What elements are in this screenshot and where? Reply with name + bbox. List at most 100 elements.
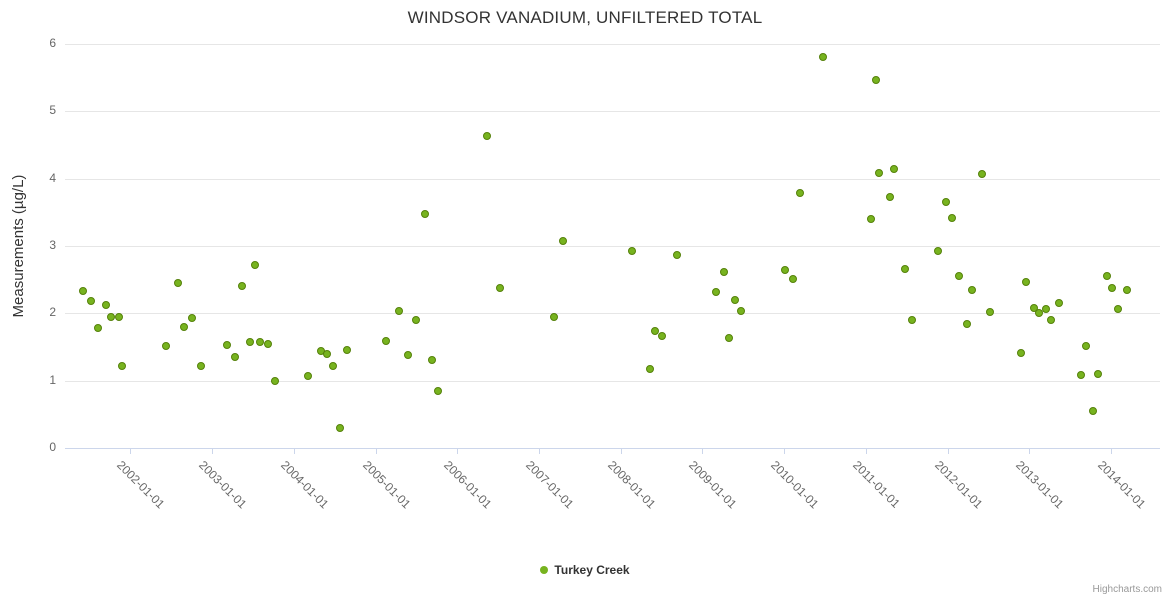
data-point[interactable] bbox=[323, 349, 332, 358]
x-axis-line bbox=[65, 448, 1160, 449]
data-point[interactable] bbox=[395, 306, 404, 315]
x-tick-label: 2009-01-01 bbox=[686, 458, 740, 512]
data-point[interactable] bbox=[101, 301, 110, 310]
data-point[interactable] bbox=[789, 274, 798, 283]
data-point[interactable] bbox=[87, 297, 96, 306]
data-point[interactable] bbox=[736, 306, 745, 315]
data-point[interactable] bbox=[114, 313, 123, 322]
data-point[interactable] bbox=[963, 320, 972, 329]
data-point[interactable] bbox=[941, 198, 950, 207]
data-point[interactable] bbox=[93, 324, 102, 333]
data-point[interactable] bbox=[434, 386, 443, 395]
data-point[interactable] bbox=[161, 342, 170, 351]
data-point[interactable] bbox=[977, 169, 986, 178]
x-tick-mark bbox=[457, 448, 459, 454]
data-point[interactable] bbox=[188, 314, 197, 323]
y-tick-label: 5 bbox=[49, 103, 56, 118]
data-point[interactable] bbox=[482, 132, 491, 141]
data-point[interactable] bbox=[78, 287, 87, 296]
data-point[interactable] bbox=[725, 333, 734, 342]
data-point[interactable] bbox=[1102, 272, 1111, 281]
data-point[interactable] bbox=[1021, 278, 1030, 287]
data-point[interactable] bbox=[1107, 284, 1116, 293]
data-point[interactable] bbox=[1041, 304, 1050, 313]
data-point[interactable] bbox=[559, 237, 568, 246]
data-point[interactable] bbox=[1113, 304, 1122, 313]
data-point[interactable] bbox=[872, 75, 881, 84]
data-point[interactable] bbox=[1030, 303, 1039, 312]
data-point[interactable] bbox=[264, 339, 273, 348]
data-point[interactable] bbox=[1035, 308, 1044, 317]
data-point[interactable] bbox=[1054, 299, 1063, 308]
data-point[interactable] bbox=[106, 312, 115, 321]
data-point[interactable] bbox=[1088, 406, 1097, 415]
data-point[interactable] bbox=[245, 338, 254, 347]
data-point[interactable] bbox=[329, 361, 338, 370]
x-tick-label: 2008-01-01 bbox=[604, 458, 659, 512]
gridline bbox=[65, 178, 1160, 180]
data-point[interactable] bbox=[411, 316, 420, 325]
data-point[interactable] bbox=[948, 213, 957, 222]
x-tick-label: 2010-01-01 bbox=[768, 458, 822, 512]
data-point[interactable] bbox=[795, 189, 804, 198]
data-point[interactable] bbox=[1123, 285, 1132, 294]
data-point[interactable] bbox=[404, 351, 413, 360]
data-point[interactable] bbox=[712, 288, 721, 297]
data-point[interactable] bbox=[908, 316, 917, 325]
chart-title: WINDSOR VANADIUM, UNFILTERED TOTAL bbox=[407, 8, 763, 27]
data-point[interactable] bbox=[382, 336, 391, 345]
data-point[interactable] bbox=[118, 361, 127, 370]
data-point[interactable] bbox=[1076, 371, 1085, 380]
data-point[interactable] bbox=[1081, 342, 1090, 351]
data-point[interactable] bbox=[933, 246, 942, 255]
data-point[interactable] bbox=[256, 338, 265, 347]
data-point[interactable] bbox=[874, 168, 883, 177]
data-point[interactable] bbox=[731, 295, 740, 304]
data-point[interactable] bbox=[271, 376, 279, 385]
data-point[interactable] bbox=[336, 424, 345, 433]
x-tick-mark bbox=[702, 448, 704, 454]
data-point[interactable] bbox=[866, 215, 875, 224]
data-point[interactable] bbox=[421, 209, 430, 218]
y-tick-label: 3 bbox=[49, 238, 56, 252]
data-point[interactable] bbox=[889, 164, 898, 173]
x-tick-mark bbox=[620, 448, 622, 454]
data-point[interactable] bbox=[986, 307, 995, 316]
data-point[interactable] bbox=[1093, 369, 1102, 378]
x-tick-mark bbox=[538, 448, 540, 454]
data-point[interactable] bbox=[628, 246, 637, 255]
data-point[interactable] bbox=[342, 346, 351, 355]
data-point[interactable] bbox=[197, 361, 206, 370]
legend-item-turkey-creek[interactable]: Turkey Creek bbox=[0, 563, 1170, 577]
data-point[interactable] bbox=[650, 326, 659, 335]
y-tick-label: 4 bbox=[49, 170, 56, 185]
data-point[interactable] bbox=[251, 260, 260, 269]
data-point[interactable] bbox=[968, 285, 977, 294]
credits-link[interactable]: Highcharts.com bbox=[1092, 584, 1162, 595]
data-point[interactable] bbox=[1047, 316, 1056, 325]
data-point[interactable] bbox=[658, 332, 667, 341]
data-point[interactable] bbox=[954, 272, 963, 281]
data-point[interactable] bbox=[818, 53, 827, 62]
data-point[interactable] bbox=[901, 264, 910, 273]
data-point[interactable] bbox=[173, 279, 182, 288]
data-point[interactable] bbox=[222, 340, 231, 349]
data-point[interactable] bbox=[780, 265, 789, 274]
data-point[interactable] bbox=[180, 322, 189, 331]
x-tick-mark bbox=[130, 448, 132, 454]
gridline bbox=[65, 44, 1160, 45]
data-point[interactable] bbox=[673, 250, 682, 259]
x-tick-label: 2005-01-01 bbox=[359, 458, 413, 512]
data-point[interactable] bbox=[303, 371, 312, 380]
data-point[interactable] bbox=[1017, 349, 1026, 358]
x-tick-label: 2013-01-01 bbox=[1013, 458, 1067, 512]
data-point[interactable] bbox=[886, 192, 895, 201]
data-point[interactable] bbox=[549, 312, 558, 321]
data-point[interactable] bbox=[646, 364, 655, 373]
data-point[interactable] bbox=[427, 355, 436, 364]
data-point[interactable] bbox=[495, 283, 504, 292]
data-point[interactable] bbox=[237, 281, 246, 290]
data-point[interactable] bbox=[720, 267, 729, 276]
data-point[interactable] bbox=[230, 353, 239, 362]
